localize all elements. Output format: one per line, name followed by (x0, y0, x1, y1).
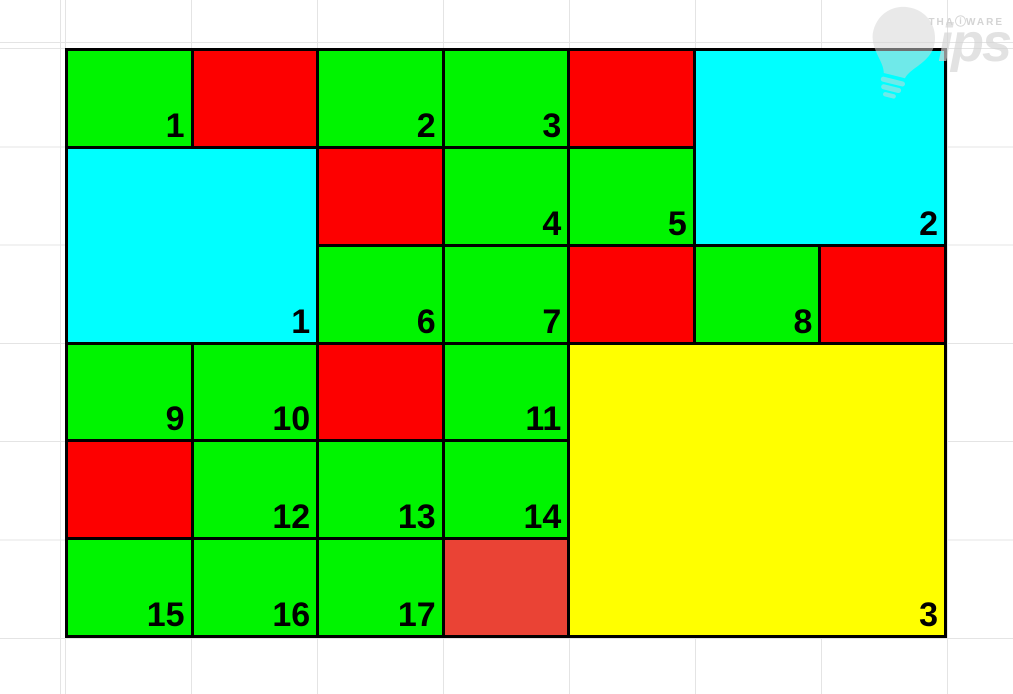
cell-r1c4: 3 (444, 51, 568, 146)
cell-r2c5: 5 (570, 148, 693, 244)
cell-r1c1: 1 (68, 51, 191, 146)
cell-r3c7 (821, 246, 944, 342)
cell-number: 6 (416, 302, 436, 341)
cell-number: 11 (525, 400, 562, 439)
cell-r2c4: 4 (444, 148, 568, 244)
cell-number: 15 (146, 596, 185, 634)
cell-r6c4 (444, 540, 568, 635)
cell-r3c6: 8 (695, 246, 819, 342)
board: 1 2 3 2 1 4 5 6 7 8 9 10 11 3 12 13 14 15 16 17 (65, 48, 947, 638)
thaiware-brand-text: THAⓘWARE (928, 16, 1004, 28)
cell-number: 2 (416, 106, 436, 145)
cell-r6c2: 16 (193, 540, 317, 635)
cell-number: 9 (165, 400, 185, 439)
cell-r5c3: 13 (319, 442, 442, 538)
cell-r4c1: 9 (68, 344, 191, 440)
cell-r4c2: 10 (193, 344, 317, 440)
cell-r6c1: 15 (68, 540, 191, 635)
cell-r3c3: 6 (319, 246, 442, 342)
cell-number: 7 (542, 302, 562, 341)
cell-r1c2 (193, 51, 317, 146)
cell-r2c1: 1 (68, 148, 317, 342)
cell-number: 8 (793, 302, 813, 341)
cell-r3c4: 7 (444, 246, 568, 342)
cell-r1c3: 2 (319, 51, 442, 146)
cell-r1c5 (570, 51, 693, 146)
cell-number: 16 (272, 596, 311, 634)
cell-r3c5 (570, 246, 693, 342)
cell-number: 1 (291, 302, 311, 341)
cell-number: 3 (919, 596, 938, 634)
cell-r1c6: 2 (695, 51, 944, 244)
cell-r5c4: 14 (444, 442, 568, 538)
cell-number: 10 (272, 400, 311, 439)
info-icon: ⓘ (955, 16, 966, 28)
cell-r5c1 (68, 442, 191, 538)
cell-r4c4: 11 (444, 344, 568, 440)
cell-number: 3 (542, 106, 562, 145)
cell-number: 5 (667, 204, 687, 243)
cell-number: 12 (272, 498, 311, 537)
cell-r4c3 (319, 344, 442, 440)
cell-number: 14 (523, 498, 562, 537)
cell-number: 4 (542, 204, 562, 243)
cell-r4c5: 3 (570, 344, 944, 635)
cell-r2c3 (319, 148, 442, 244)
cell-number: 17 (397, 596, 436, 634)
cell-number: 2 (919, 204, 938, 243)
cell-r6c3: 17 (319, 540, 442, 635)
cell-r5c2: 12 (193, 442, 317, 538)
tips-logo-text: ips (937, 13, 1012, 73)
cell-number: 1 (165, 106, 185, 145)
cell-number: 13 (397, 498, 436, 537)
